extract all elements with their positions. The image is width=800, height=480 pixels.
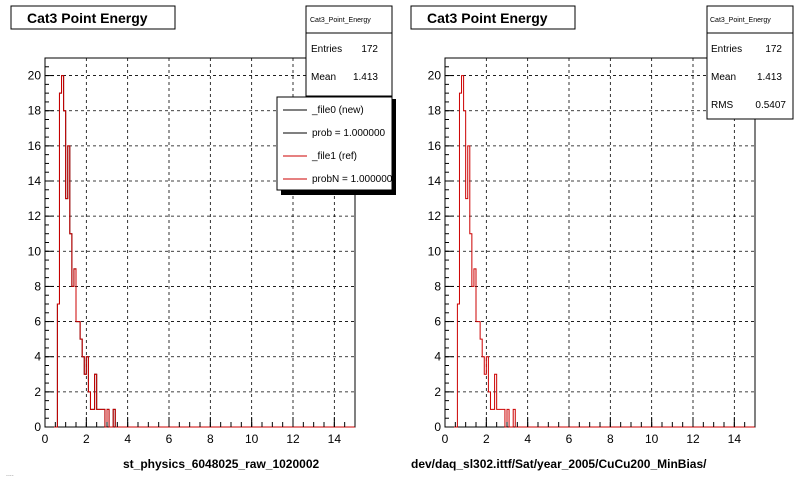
x-tick-label: 6	[166, 432, 173, 446]
legend-entry-probn: probN = 1.000000	[283, 174, 393, 185]
right-stats-mean-value: 1.413	[757, 72, 782, 83]
y-tick-label: 12	[428, 209, 442, 223]
right-stats-entries-value: 172	[765, 44, 782, 55]
y-tick-label: 6	[434, 315, 441, 329]
x-tick-label: 4	[124, 432, 131, 446]
x-tick-label: 14	[728, 432, 742, 446]
left-stats-mean-label: Mean	[311, 72, 336, 83]
footer-text: ....	[6, 471, 14, 478]
y-tick-label: 4	[34, 350, 41, 364]
right-pad: Cat3 Point Energy 0 2 4 6 8 10 12 14 0 2 4 6 8 10 12 1…	[410, 5, 794, 471]
right-title: Cat3 Point Energy	[427, 10, 548, 26]
legend-entry-file1: _file1 (ref)	[283, 151, 357, 162]
y-tick-label: 16	[428, 139, 442, 153]
y-tick-label: 4	[434, 350, 441, 364]
right-title-box	[410, 5, 576, 30]
left-stats-name: Cat3_Point_Energy	[310, 17, 371, 24]
x-tick-label: 2	[483, 432, 490, 446]
y-tick-label: 14	[28, 174, 42, 188]
y-tick-label: 18	[28, 104, 42, 118]
y-tick-label: 0	[34, 420, 41, 434]
left-series-group	[45, 75, 355, 428]
y-tick-label: 14	[428, 174, 442, 188]
y-tick-label: 6	[34, 315, 41, 329]
x-tick-label: 10	[645, 432, 659, 446]
y-tick-label: 12	[28, 209, 42, 223]
y-tick-label: 2	[34, 385, 41, 399]
y-tick-label: 20	[28, 69, 42, 83]
y-tick-label: 10	[428, 244, 442, 258]
left-title: Cat3 Point Energy	[27, 10, 148, 26]
legend-entry-label: _file0 (new)	[311, 105, 364, 116]
x-tick-label: 0	[42, 432, 49, 446]
y-tick-label: 8	[34, 279, 41, 293]
x-tick-label: 6	[566, 432, 573, 446]
x-tick-label: 8	[207, 432, 214, 446]
left-stats-box: Cat3_Point_Energy Entries 172 Mean 1.413	[305, 5, 393, 97]
legend-entry-label: probN = 1.000000	[312, 174, 393, 185]
x-tick-label: 8	[607, 432, 614, 446]
right-y-axis: 0 2 4 6 8 10 12 14 16 18 20	[428, 57, 454, 434]
left-stats-entries-value: 172	[361, 44, 378, 55]
right-plot-frame	[444, 57, 756, 428]
y-tick-label: 2	[434, 385, 441, 399]
right-stats-name: Cat3_Point_Energy	[710, 17, 771, 24]
x-tick-label: 14	[328, 432, 342, 446]
left-x-axis: 0 2 4 6 8 10 12 14	[42, 417, 356, 446]
left-y-axis: 0 2 4 6 8 10 12 14 16 18 20	[28, 57, 54, 434]
y-tick-label: 8	[434, 279, 441, 293]
y-tick-label: 20	[428, 69, 442, 83]
legend-entry-label: prob = 1.000000	[312, 128, 386, 139]
right-stats-mean-label: Mean	[711, 72, 736, 83]
left-pad: Cat3 Point Energy 0 2 4 6 8 10 12 14 0 2 4 6 8 10 12 1…	[6, 5, 396, 478]
x-tick-label: 2	[83, 432, 90, 446]
x-tick-label: 10	[245, 432, 259, 446]
legend-entry-prob: prob = 1.000000	[283, 128, 386, 139]
y-tick-label: 0	[434, 420, 441, 434]
left-stats-entries-label: Entries	[311, 44, 342, 55]
left-stats-mean-value: 1.413	[353, 72, 378, 83]
histogram-series-0	[445, 75, 755, 428]
x-tick-label: 4	[524, 432, 531, 446]
right-x-axis: 0 2 4 6 8 10 12 14	[442, 417, 756, 446]
right-stats-rms-label: RMS	[711, 100, 734, 111]
right-series-group	[445, 75, 755, 428]
left-title-box	[10, 5, 176, 30]
right-x-axis-label: dev/daq_sl302.ittf/Sat/year_2005/CuCu200…	[411, 457, 707, 471]
y-tick-label: 10	[28, 244, 42, 258]
x-tick-label: 12	[686, 432, 700, 446]
left-x-axis-label: st_physics_6048025_raw_1020002	[123, 457, 319, 471]
legend-entry-file0: _file0 (new)	[283, 105, 364, 116]
legend-entry-label: _file1 (ref)	[311, 151, 357, 162]
x-tick-label: 0	[442, 432, 449, 446]
y-tick-label: 16	[28, 139, 42, 153]
histogram-series-1	[45, 75, 355, 428]
x-tick-label: 12	[286, 432, 300, 446]
y-tick-label: 18	[428, 104, 442, 118]
right-stats-rms-value: 0.5407	[755, 100, 786, 111]
right-stats-entries-label: Entries	[711, 44, 742, 55]
right-stats-box: Cat3_Point_Energy Entries 172 Mean 1.413…	[706, 5, 794, 120]
left-legend: _file0 (new) prob = 1.000000 _file1 (ref…	[276, 96, 396, 195]
